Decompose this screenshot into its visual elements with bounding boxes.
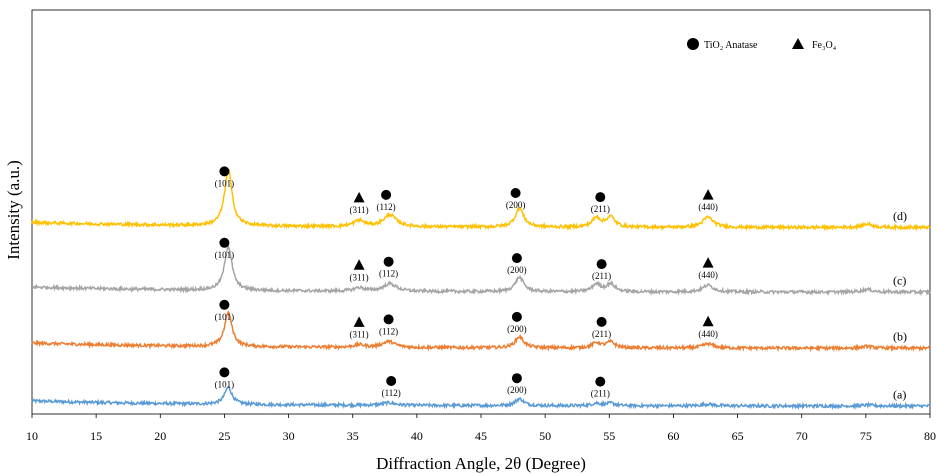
fe3o4-peak-marker xyxy=(702,189,714,200)
fe3o4-peak-marker xyxy=(702,315,714,327)
tio2-peak-marker xyxy=(511,373,522,384)
x-tick-label: 35 xyxy=(347,429,359,443)
tio2-peak-marker xyxy=(383,314,394,325)
curve-label: (b) xyxy=(893,330,907,344)
x-tick-label: 25 xyxy=(218,429,230,443)
legend-triangle-marker xyxy=(792,38,804,49)
miller-index-label: (101) xyxy=(215,178,235,188)
x-tick-label: 30 xyxy=(283,429,295,443)
tio2-peak-marker xyxy=(383,256,394,267)
miller-index-label: (101) xyxy=(215,250,235,260)
miller-index-label: (112) xyxy=(382,388,401,398)
tio2-peak-marker xyxy=(596,316,607,327)
tio2-peak-marker xyxy=(219,299,230,310)
x-axis-ticks: 10 15 20 25 30 35 40 45 50 55 60 65 70 75 80 xyxy=(26,414,936,443)
miller-index-label: (311) xyxy=(350,329,369,339)
miller-index-label: (211) xyxy=(592,271,611,281)
x-tick-label: 65 xyxy=(732,429,744,443)
miller-index-label: (112) xyxy=(379,326,398,336)
fe3o4-peak-marker xyxy=(353,259,365,270)
fe3o4-peak-marker xyxy=(353,316,365,327)
tio2-peak-marker xyxy=(510,188,521,198)
xrd-curve-b xyxy=(31,310,931,353)
miller-index-label: (200) xyxy=(506,200,526,210)
curve-label: (d) xyxy=(893,209,907,223)
curve-labels: (a) (b) (c) (d) xyxy=(893,209,907,402)
plot-area xyxy=(31,9,931,415)
legend: TiO₂ Anatase Fe₃O₄ xyxy=(687,38,837,51)
miller-index-label: (112) xyxy=(377,202,396,212)
miller-index-label: (101) xyxy=(215,312,235,322)
legend-label-fe3o4: Fe₃O₄ xyxy=(812,40,837,51)
xrd-curve-d xyxy=(31,168,931,232)
tio2-peak-marker xyxy=(595,376,606,387)
tio2-peak-marker xyxy=(596,259,607,270)
x-tick-label: 20 xyxy=(154,429,166,443)
xrd-curve-c xyxy=(31,243,931,297)
x-tick-label: 15 xyxy=(90,429,102,443)
x-tick-label: 40 xyxy=(411,429,423,443)
tio2-peak-marker xyxy=(219,166,230,177)
miller-index-label: (311) xyxy=(350,205,369,215)
miller-index-label: (440) xyxy=(698,202,718,212)
x-tick-label: 60 xyxy=(667,429,679,443)
miller-index-label: (211) xyxy=(591,204,610,214)
curve-label: (c) xyxy=(893,273,906,287)
x-tick-label: 45 xyxy=(475,429,487,443)
peak-annotations: (101) (112) (200) (211) (101) (311) (112) (200)… xyxy=(215,166,718,399)
miller-index-label: (440) xyxy=(698,329,718,339)
legend-label-tio2: TiO₂ Anatase xyxy=(704,40,758,51)
miller-index-label: (200) xyxy=(507,385,527,395)
tio2-peak-marker xyxy=(219,367,230,378)
x-tick-label: 80 xyxy=(924,429,936,443)
legend-circle-marker xyxy=(687,38,699,50)
miller-index-label: (101) xyxy=(215,379,235,389)
x-tick-label: 75 xyxy=(860,429,872,443)
x-axis-title: Diffraction Angle, 2θ (Degree) xyxy=(376,454,586,473)
tio2-peak-marker xyxy=(219,237,230,248)
tio2-peak-marker xyxy=(381,189,392,200)
tio2-peak-marker xyxy=(511,311,522,322)
tio2-peak-marker xyxy=(386,376,397,386)
x-tick-label: 50 xyxy=(539,429,551,443)
tio2-peak-marker xyxy=(595,192,606,203)
x-tick-label: 55 xyxy=(603,429,615,443)
fe3o4-peak-marker xyxy=(353,191,365,203)
fe3o4-peak-marker xyxy=(702,257,714,268)
tio2-peak-marker xyxy=(511,253,522,264)
miller-index-label: (112) xyxy=(379,269,398,279)
miller-index-label: (200) xyxy=(507,265,527,275)
xrd-curve-a xyxy=(31,385,930,411)
x-tick-label: 10 xyxy=(26,429,38,443)
x-tick-label: 70 xyxy=(796,429,808,443)
miller-index-label: (211) xyxy=(592,329,611,339)
curve-label: (a) xyxy=(893,387,906,401)
miller-index-label: (200) xyxy=(507,324,527,334)
miller-index-label: (311) xyxy=(350,272,369,282)
miller-index-label: (211) xyxy=(591,389,610,399)
curves-layer xyxy=(31,168,931,411)
miller-index-label: (440) xyxy=(698,270,718,280)
y-axis-title: Intensity (a.u.) xyxy=(4,160,23,260)
